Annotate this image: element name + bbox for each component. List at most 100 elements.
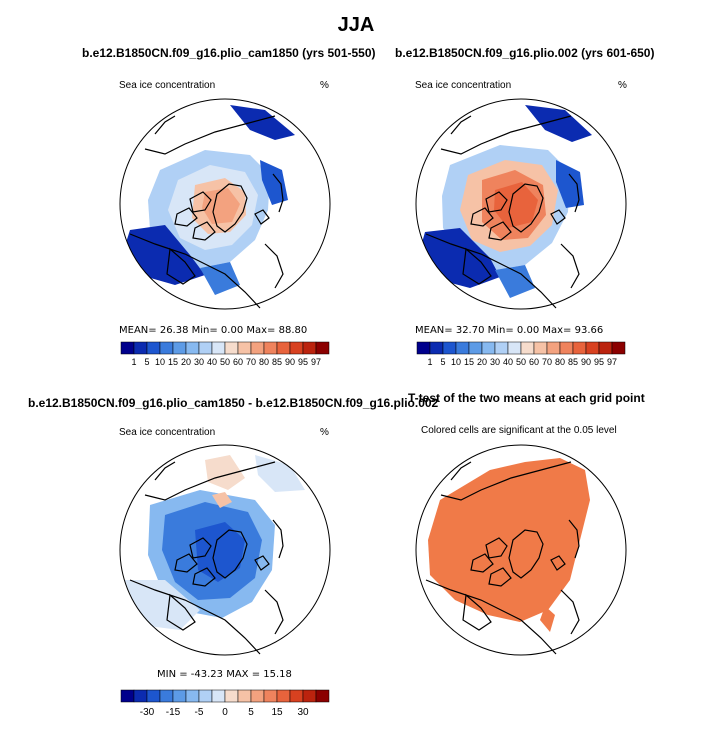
colorbar-tick-label: 15	[168, 357, 178, 367]
colorbar-top-left: 1 5 10 15 20 30 40 50 60 70 80 85 90 95 97	[120, 341, 330, 367]
colorbar-swatch	[289, 341, 304, 355]
colorbar-tick-label: 97	[607, 357, 617, 367]
colorbar-swatch	[198, 689, 213, 703]
colorbar-swatch	[559, 341, 574, 355]
colorbar-swatch	[429, 341, 444, 355]
colorbar-swatch	[185, 341, 200, 355]
colorbar-tick-label: 97	[311, 357, 321, 367]
colorbar-tick-label: 60	[529, 357, 539, 367]
panel-title-top-left: b.e12.B1850CN.f09_g16.plio_cam1850 (yrs …	[82, 46, 376, 60]
colorbar-swatch	[159, 341, 174, 355]
colorbar-swatch	[146, 689, 161, 703]
colorbar-swatch	[507, 341, 522, 355]
colorbar-swatch	[159, 689, 174, 703]
colorbar-tick-label: -5	[195, 707, 204, 718]
colorbar-swatch	[172, 689, 187, 703]
colorbar-swatch	[224, 341, 239, 355]
colorbar-tick-label: 85	[568, 357, 578, 367]
colorbar-swatch	[133, 341, 148, 355]
stats-line-top-right: MEAN= 32.70 Min= 0.00 Max= 93.66	[415, 325, 604, 336]
colorbar-swatch	[211, 689, 226, 703]
colorbar-tick-label: 95	[594, 357, 604, 367]
colorbar-tick-label: 10	[451, 357, 461, 367]
colorbar-swatch	[224, 689, 239, 703]
stats-line-bottom-left: MIN = -43.23 MAX = 15.18	[157, 669, 292, 680]
map-top-right	[415, 98, 627, 310]
colorbar-swatch	[250, 341, 265, 355]
colorbar-tick-label: 70	[542, 357, 552, 367]
colorbar-swatch	[198, 341, 213, 355]
colorbar-swatch	[120, 341, 135, 355]
colorbar-swatch	[572, 341, 587, 355]
colorbar-swatch	[315, 689, 330, 703]
colorbar-swatch	[185, 689, 200, 703]
colorbar-swatch	[263, 341, 278, 355]
colorbar-tick-label: 5	[144, 357, 149, 367]
colorbar-swatch	[494, 341, 509, 355]
variable-label-top-left: Sea ice concentration	[119, 80, 216, 91]
colorbar-swatch	[533, 341, 548, 355]
colorbar-swatch	[276, 341, 291, 355]
colorbar-swatch	[172, 341, 187, 355]
colorbar-tick-label: 30	[490, 357, 500, 367]
colorbar-tick-label: 95	[298, 357, 308, 367]
colorbar-tick-label: 40	[503, 357, 513, 367]
colorbar-swatch	[302, 341, 317, 355]
colorbar-tick-label: 0	[222, 707, 228, 718]
colorbar-swatch	[237, 341, 252, 355]
colorbar-tick-label: 10	[155, 357, 165, 367]
colorbar-tick-label: 15	[464, 357, 474, 367]
colorbar-tick-label: 60	[233, 357, 243, 367]
colorbar-swatch	[289, 689, 304, 703]
colorbar-swatch	[585, 341, 600, 355]
colorbar-top-right: 1 5 10 15 20 30 40 50 60 70 80 85 90 95 97	[416, 341, 626, 367]
colorbar-swatch	[211, 341, 226, 355]
units-bottom-left: %	[320, 427, 329, 438]
colorbar-tick-label: 1	[131, 357, 136, 367]
figure-title: JJA	[337, 14, 375, 36]
colorbar-bottom-left: -30 -15 -5 0 5 15 30	[120, 689, 330, 718]
colorbar-swatch	[237, 689, 252, 703]
colorbar-swatch	[263, 689, 278, 703]
colorbar-swatch	[276, 689, 291, 703]
colorbar-swatch	[455, 341, 470, 355]
colorbar-tick-label: 50	[220, 357, 230, 367]
colorbar-swatch	[416, 341, 431, 355]
units-top-right: %	[618, 80, 627, 91]
colorbar-tick-label: 30	[297, 707, 309, 718]
colorbar-tick-label: 20	[477, 357, 487, 367]
colorbar-tick-label: 5	[248, 707, 254, 718]
significance-region	[428, 458, 590, 622]
colorbar-tick-label: 40	[207, 357, 217, 367]
colorbar-tick-label: 70	[246, 357, 256, 367]
stats-line-top-left: MEAN= 26.38 Min= 0.00 Max= 88.80	[119, 325, 308, 336]
map-bottom-left	[119, 444, 331, 656]
colorbar-swatch	[546, 341, 561, 355]
colorbar-swatch	[611, 341, 626, 355]
colorbar-swatch	[481, 341, 496, 355]
colorbar-swatch	[146, 341, 161, 355]
panel-title-top-right: b.e12.B1850CN.f09_g16.plio.002 (yrs 601-…	[395, 46, 655, 60]
colorbar-tick-label: 90	[285, 357, 295, 367]
colorbar-swatch	[468, 341, 483, 355]
panel-title-bottom-right: T-test of the two means at each grid poi…	[408, 391, 645, 405]
colorbar-tick-label: -15	[166, 707, 181, 718]
colorbar-swatch	[315, 341, 330, 355]
colorbar-swatch	[250, 689, 265, 703]
colorbar-tick-label: 15	[271, 707, 283, 718]
colorbar-tick-label: 50	[516, 357, 526, 367]
significance-subtitle: Colored cells are significant at the 0.0…	[421, 425, 617, 436]
colorbar-swatch	[120, 689, 135, 703]
colorbar-tick-label: 5	[440, 357, 445, 367]
colorbar-tick-label: -30	[140, 707, 155, 718]
variable-label-bottom-left: Sea ice concentration	[119, 427, 216, 438]
colorbar-swatch	[302, 689, 317, 703]
colorbar-tick-label: 1	[427, 357, 432, 367]
variable-label-top-right: Sea ice concentration	[415, 80, 512, 91]
colorbar-swatch	[133, 689, 148, 703]
colorbar-swatch	[520, 341, 535, 355]
colorbar-tick-label: 80	[259, 357, 269, 367]
units-top-left: %	[320, 80, 329, 91]
